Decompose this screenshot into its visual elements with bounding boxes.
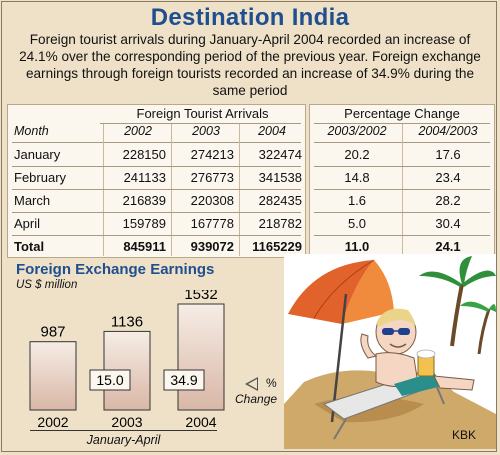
earnings-unit: US $ million (16, 279, 78, 291)
cell-value: 159789 (122, 216, 166, 231)
row-month: January (14, 147, 61, 162)
pct-change-value: 34.9 (170, 372, 197, 388)
cell-value: 28.2 (435, 193, 461, 208)
row-rule (12, 235, 301, 236)
bar-value-label: 1136 (111, 313, 143, 330)
row-rule (314, 235, 490, 236)
cell-value: 20.2 (344, 147, 370, 162)
pct-change-value: 15.0 (96, 372, 123, 388)
period-header-2003-2002: 2003/2002 (327, 124, 387, 138)
percentage-change-header: Percentage Change (344, 106, 460, 121)
tourist-cartoon-illustration (284, 254, 496, 449)
cell-value: 30.4 (435, 216, 461, 231)
row-month: April (14, 216, 41, 231)
cell-value: 228150 (122, 147, 166, 162)
cell-value: 167778 (190, 216, 234, 231)
month-header: Month (14, 124, 49, 138)
cell-value: 14.8 (344, 170, 370, 185)
change-label: Change (235, 392, 278, 406)
change-pointer-arrow (245, 377, 258, 391)
pct-change-box (163, 369, 205, 391)
column-separator (402, 124, 403, 256)
cell-value: 220308 (190, 193, 234, 208)
pct-change-box (89, 369, 131, 391)
bar-value-label: 1532 (184, 290, 217, 303)
row-rule (12, 212, 301, 213)
cell-value: 218782 (258, 216, 302, 231)
total-value: 24.1 (435, 239, 461, 254)
beach-umbrella-icon (288, 259, 394, 423)
row-month: March (14, 193, 51, 208)
category-label: 2003 (111, 414, 142, 430)
column-separator (171, 124, 172, 256)
total-value: 845911 (123, 239, 166, 254)
total-label: Total (14, 239, 45, 254)
percent-sign: % (266, 376, 277, 390)
row-rule (314, 189, 490, 190)
arrivals-header: Foreign Tourist Arrivals (136, 106, 269, 121)
row-rule (12, 166, 301, 167)
cell-value: 1.6 (347, 193, 367, 208)
cell-value: 216839 (122, 193, 166, 208)
cell-value: 276773 (190, 170, 234, 185)
header-rule (314, 123, 490, 124)
period-header-2004-2003: 2004/2003 (418, 124, 478, 138)
cell-value: 322474 (258, 147, 302, 162)
bar-value-label: 987 (40, 324, 65, 341)
cell-value: 341538 (258, 170, 302, 185)
row-rule (12, 189, 301, 190)
tourist-figure-icon (360, 308, 475, 396)
cell-value: 17.6 (435, 147, 461, 162)
row-rule (314, 212, 490, 213)
page-title: Destination India (150, 4, 350, 31)
cell-value: 5.0 (347, 216, 367, 231)
year-header-2003: 2003 (192, 124, 220, 138)
earnings-bar-chart: 987 2002 1136 2003 15.0 1532 2004 34.9 (29, 290, 225, 430)
earnings-bar-2002 (29, 341, 77, 411)
row-month: February (14, 170, 67, 185)
total-value: 939072 (190, 239, 234, 254)
percentage-change-table: Percentage Change 2003/2002 2004/2003 20… (309, 104, 495, 258)
cell-value: 23.4 (435, 170, 461, 185)
arrivals-table: Foreign Tourist Arrivals Month 2002 2003… (7, 104, 306, 258)
cell-value: 282435 (258, 193, 302, 208)
header-rule (100, 123, 301, 124)
earnings-bar-2004 (177, 303, 225, 411)
column-separator (103, 124, 104, 256)
period-label: January-April (86, 433, 161, 447)
year-header-2004: 2004 (258, 124, 286, 138)
earnings-title: Foreign Exchange Earnings (16, 261, 215, 278)
cell-value: 241133 (123, 170, 166, 185)
year-header-2002: 2002 (124, 124, 152, 138)
intro-text: Foreign tourist arrivals during January-… (19, 32, 481, 98)
category-label: 2004 (185, 414, 216, 430)
cell-value: 274213 (190, 147, 234, 162)
column-separator (239, 124, 240, 256)
cartoon-credit: KBK (452, 428, 477, 442)
header-bottom-rule (12, 142, 301, 143)
period-rule (30, 430, 217, 431)
total-value: 1165229 (252, 239, 302, 254)
category-label: 2002 (37, 414, 68, 430)
row-rule (314, 166, 490, 167)
palm-tree-icon (419, 256, 496, 355)
total-value: 11.0 (344, 239, 370, 254)
